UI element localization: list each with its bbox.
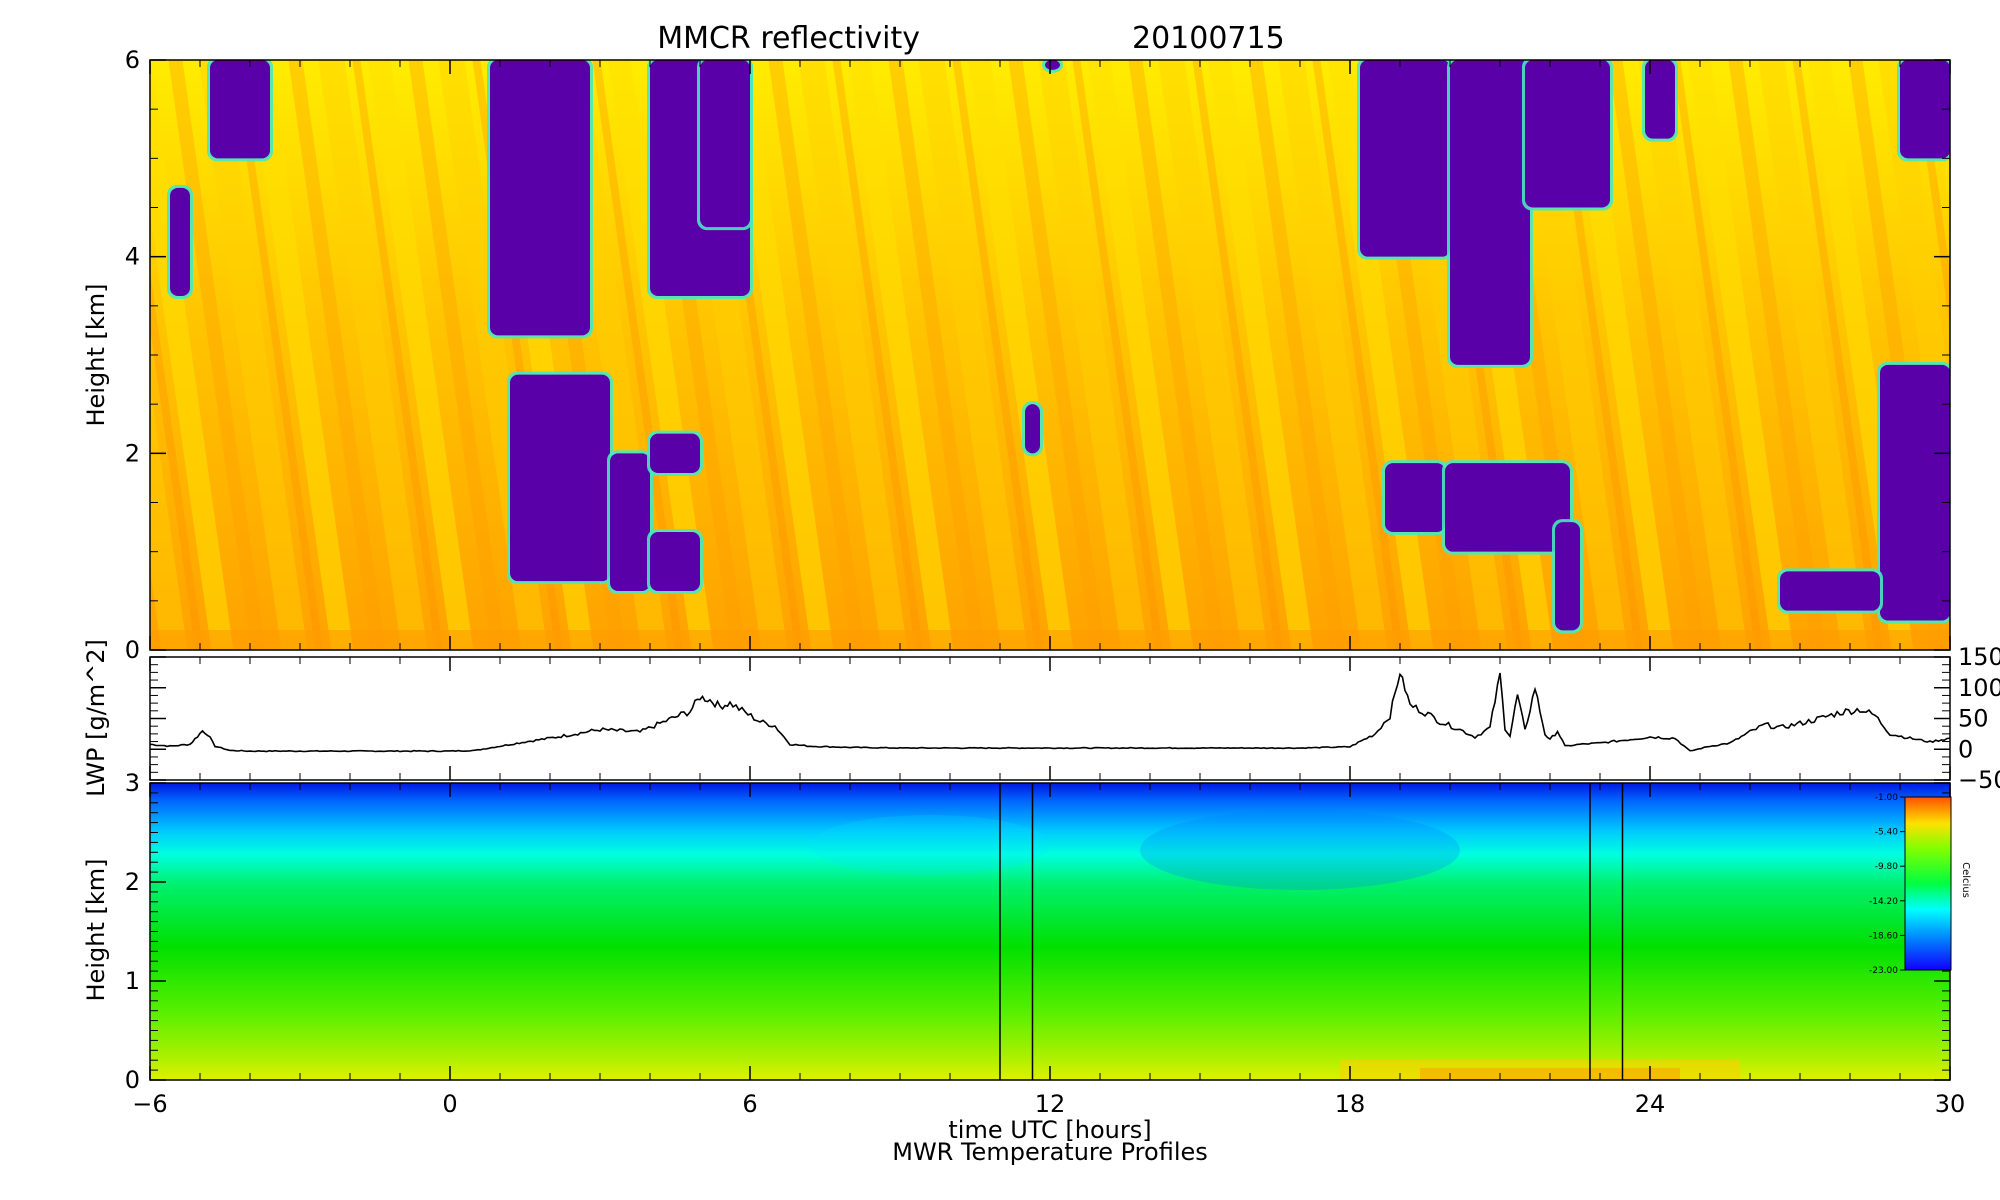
y-tick-label: 150	[1958, 643, 2000, 671]
x-tick-label: 30	[1935, 1090, 1966, 1118]
colorbar-tick-label: -18.60	[1869, 931, 1898, 941]
y-tick-label: 6	[125, 46, 140, 74]
x-tick-label: −6	[132, 1090, 167, 1118]
lwp-axes: 150 100 500 −50	[149, 643, 2000, 794]
no-echo-region	[650, 433, 700, 473]
chart-date: 20100715	[1132, 21, 1285, 56]
no-echo-region	[210, 60, 270, 159]
no-echo-region	[700, 60, 750, 228]
colorbar-tick-label: -9.80	[1875, 862, 1899, 872]
y-tick-label: 4	[125, 243, 140, 271]
reflectivity-texture	[150, 60, 1950, 650]
y-tick-label: 3	[125, 769, 140, 797]
x-tick-label: 12	[1035, 1090, 1066, 1118]
colorbar-tick-label: -5.40	[1875, 828, 1899, 838]
no-echo-region	[1900, 60, 1950, 159]
y-tick-label: 100	[1958, 674, 2000, 702]
temperature-ylabel: Height [km]	[82, 859, 110, 1002]
no-echo-region	[1025, 404, 1040, 454]
no-echo-region	[1780, 571, 1880, 611]
lwp-line	[150, 672, 1950, 753]
no-echo-regions	[167, 60, 1950, 634]
colorbar-tick-label: -14.20	[1869, 897, 1898, 907]
no-echo-region	[1880, 364, 1950, 621]
no-echo-region	[1645, 60, 1675, 139]
colorbar: -1.00 -5.40 -9.80 -14.20 -18.60 -23.00 Celciu…	[1869, 793, 1971, 976]
colorbar-label: Celcius	[1960, 862, 1971, 898]
y-tick-label: 50	[1958, 705, 1989, 733]
no-echo-region	[490, 60, 590, 336]
xlabel: time UTC [hours]	[948, 1116, 1151, 1144]
colorbar-tick-label: -23.00	[1869, 966, 1898, 976]
reflectivity-ylabel: Height [km]	[82, 284, 110, 427]
y-tick-label: −50	[1958, 766, 2000, 794]
no-echo-region	[510, 374, 610, 582]
x-tick-label: 6	[742, 1090, 757, 1118]
y-tick-label: 2	[125, 868, 140, 896]
y-tick-label: 0	[125, 636, 140, 664]
no-echo-region	[1045, 60, 1060, 70]
chart-title: MMCR reflectivity	[657, 21, 920, 56]
no-echo-region	[1450, 60, 1530, 365]
colorbar-ticks: -1.00 -5.40 -9.80 -14.20 -18.60 -23.00	[1869, 793, 1905, 976]
no-echo-region	[170, 187, 190, 296]
reflectivity-panel: 0 2 4 6 Height [km]	[82, 46, 1951, 664]
temperature-title: MWR Temperature Profiles	[892, 1138, 1208, 1166]
no-echo-region	[650, 532, 700, 591]
no-echo-region	[1360, 60, 1450, 257]
no-echo-region	[1525, 60, 1610, 208]
lwp-ylabel: LWP [g/m^2]	[82, 639, 110, 797]
x-tick-label: 0	[442, 1090, 457, 1118]
x-tick-label: 18	[1335, 1090, 1366, 1118]
temperature-field	[150, 783, 1950, 1080]
reflectivity-axes: 0 2 4 6	[125, 46, 1951, 664]
y-tick-label: 0	[125, 1066, 140, 1094]
y-tick-label: 2	[125, 439, 140, 467]
colorbar-tick-label: -1.00	[1875, 793, 1899, 803]
lwp-frame	[149, 656, 1951, 781]
y-tick-label: 0	[1958, 735, 1973, 763]
no-echo-region	[1385, 463, 1445, 532]
no-echo-region	[1555, 522, 1580, 631]
no-echo-region	[610, 453, 650, 591]
temperature-variations	[810, 810, 1740, 1080]
x-tick-label: 24	[1635, 1090, 1666, 1118]
y-tick-label: 1	[125, 967, 140, 995]
vertical-markers	[999, 783, 1624, 1080]
colorbar-bar	[1904, 796, 1952, 971]
no-echo-region	[1445, 463, 1570, 552]
